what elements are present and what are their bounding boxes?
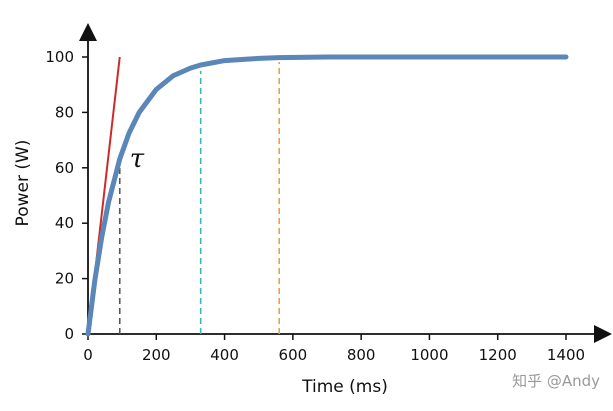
tau-annotation: τ	[130, 144, 145, 174]
series-line-power	[85, 54, 569, 337]
x-tick-label: 800	[347, 346, 376, 364]
watermark: 知乎 @Andy	[512, 372, 600, 390]
y-ticks: 0 20 40 60 80 100	[45, 48, 88, 343]
y-tick-label: 40	[55, 214, 74, 232]
x-ticks: 0 200 400 600 800 1000 1200 1400	[83, 334, 585, 364]
y-axis-title: Power (W)	[13, 140, 33, 227]
x-tick-label: 200	[142, 346, 171, 364]
y-tick-label: 60	[55, 159, 74, 177]
x-axis-title: Time (ms)	[301, 377, 388, 397]
y-tick-label: 80	[55, 103, 74, 121]
x-tick-label: 1000	[410, 346, 448, 364]
x-tick-label: 1200	[479, 346, 517, 364]
x-tick-label: 0	[83, 346, 93, 364]
x-tick-label: 400	[210, 346, 239, 364]
y-tick-label: 0	[64, 325, 74, 343]
y-tick-label: 20	[55, 270, 74, 288]
marker-guides	[118, 61, 281, 334]
x-tick-label: 600	[279, 346, 308, 364]
x-tick-label: 1400	[547, 346, 585, 364]
y-tick-label: 100	[45, 48, 74, 66]
